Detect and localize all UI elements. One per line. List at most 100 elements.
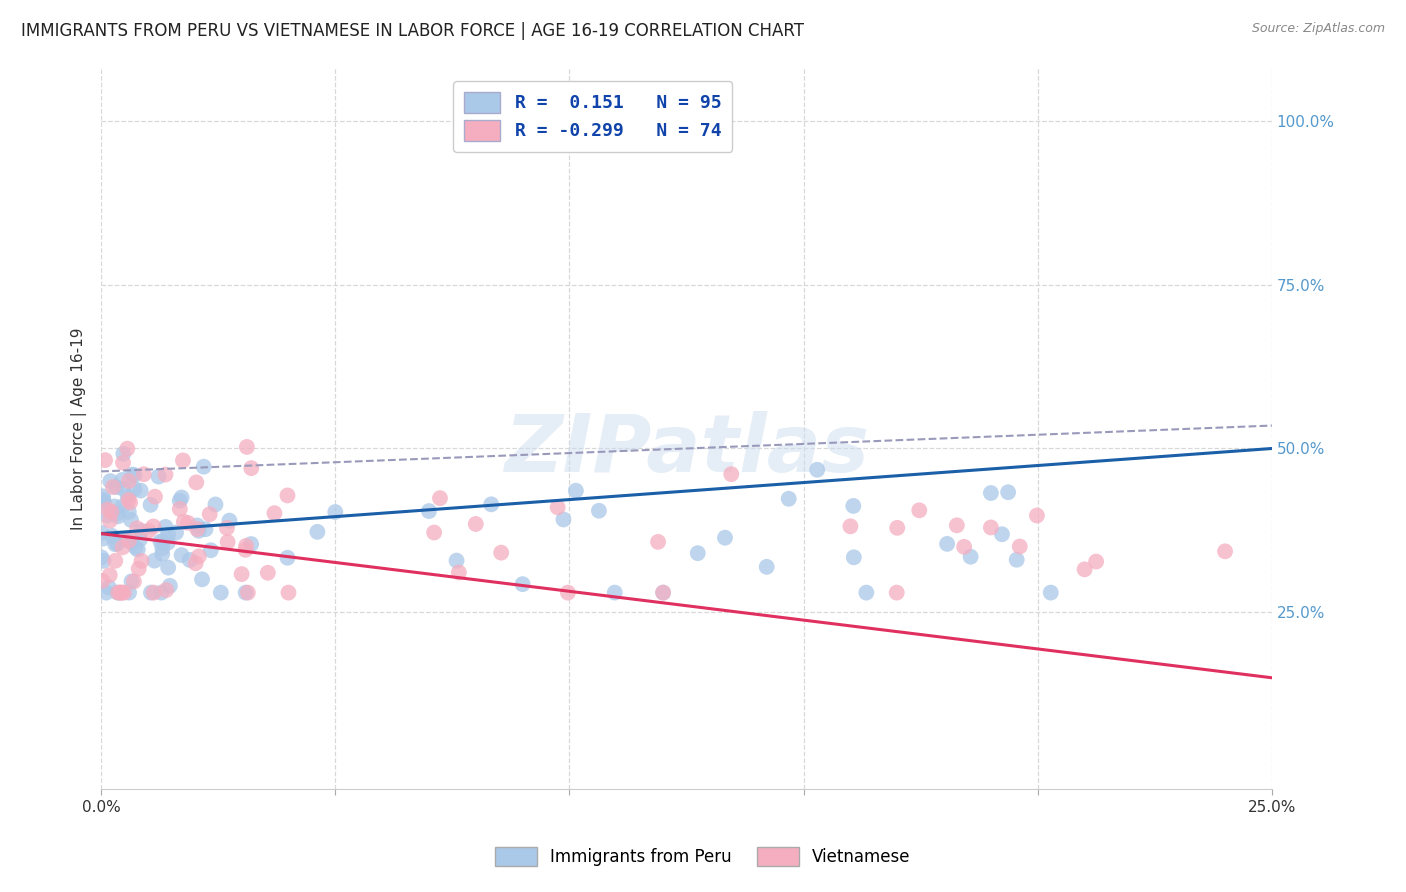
Point xyxy=(236,585,259,599)
Point xyxy=(307,524,329,539)
Point xyxy=(91,532,114,546)
Point xyxy=(111,541,134,555)
Point xyxy=(193,459,215,474)
Point xyxy=(152,534,174,549)
Point xyxy=(157,527,180,541)
Point xyxy=(489,546,512,560)
Point xyxy=(150,541,173,556)
Point xyxy=(418,504,440,518)
Point xyxy=(200,543,222,558)
Point xyxy=(186,518,208,533)
Point xyxy=(806,463,828,477)
Point xyxy=(231,567,253,582)
Point xyxy=(209,585,232,599)
Point xyxy=(1039,585,1062,599)
Point xyxy=(170,548,193,562)
Point xyxy=(173,515,195,529)
Point xyxy=(755,559,778,574)
Point xyxy=(118,505,141,519)
Point xyxy=(94,453,117,467)
Y-axis label: In Labor Force | Age 16-19: In Labor Force | Age 16-19 xyxy=(72,327,87,530)
Legend: R =  0.151   N = 95, R = -0.299   N = 74: R = 0.151 N = 95, R = -0.299 N = 74 xyxy=(453,81,733,152)
Point xyxy=(121,467,143,482)
Point xyxy=(553,512,575,526)
Point xyxy=(1085,555,1108,569)
Point xyxy=(93,554,115,568)
Point xyxy=(187,549,209,564)
Point xyxy=(184,556,207,570)
Point xyxy=(120,535,142,549)
Point xyxy=(217,535,239,549)
Point xyxy=(127,542,149,557)
Point xyxy=(218,514,240,528)
Point xyxy=(165,525,187,540)
Point xyxy=(98,568,121,582)
Point xyxy=(186,522,208,536)
Point xyxy=(187,524,209,538)
Point xyxy=(177,516,200,530)
Point xyxy=(720,467,742,482)
Point xyxy=(101,529,124,543)
Point xyxy=(96,508,118,523)
Point xyxy=(93,495,115,509)
Text: ZIPatlas: ZIPatlas xyxy=(503,411,869,490)
Point xyxy=(908,503,931,517)
Point xyxy=(91,492,114,507)
Point xyxy=(131,554,153,568)
Point xyxy=(652,585,675,599)
Point xyxy=(124,482,146,496)
Point xyxy=(98,514,121,528)
Legend: Immigrants from Peru, Vietnamese: Immigrants from Peru, Vietnamese xyxy=(486,838,920,875)
Point xyxy=(112,447,135,461)
Point xyxy=(111,500,134,514)
Point xyxy=(118,585,141,599)
Point xyxy=(111,473,134,487)
Point xyxy=(122,574,145,589)
Point xyxy=(686,546,709,560)
Point xyxy=(138,524,160,538)
Text: IMMIGRANTS FROM PERU VS VIETNAMESE IN LABOR FORCE | AGE 16-19 CORRELATION CHART: IMMIGRANTS FROM PERU VS VIETNAMESE IN LA… xyxy=(21,22,804,40)
Point xyxy=(129,533,152,547)
Point xyxy=(276,550,298,565)
Point xyxy=(155,583,177,598)
Point xyxy=(186,475,208,490)
Point xyxy=(179,553,201,567)
Point xyxy=(97,581,120,595)
Point xyxy=(155,520,177,534)
Point xyxy=(90,525,112,540)
Point xyxy=(277,585,299,599)
Point xyxy=(997,485,1019,500)
Point xyxy=(110,585,132,599)
Point xyxy=(107,509,129,524)
Point xyxy=(855,585,877,599)
Point xyxy=(100,505,122,519)
Point xyxy=(235,539,257,553)
Point xyxy=(149,534,172,549)
Point xyxy=(980,486,1002,500)
Point xyxy=(91,574,114,588)
Point xyxy=(142,585,165,599)
Point xyxy=(103,500,125,514)
Point xyxy=(127,521,149,535)
Point xyxy=(778,491,800,506)
Point xyxy=(118,474,141,488)
Point xyxy=(112,482,135,496)
Point xyxy=(1025,508,1047,523)
Point xyxy=(169,502,191,516)
Point xyxy=(204,498,226,512)
Point xyxy=(447,566,470,580)
Point xyxy=(565,483,588,498)
Point xyxy=(235,542,257,557)
Point xyxy=(150,547,173,561)
Point xyxy=(117,490,139,504)
Text: Source: ZipAtlas.com: Source: ZipAtlas.com xyxy=(1251,22,1385,36)
Point xyxy=(946,518,969,533)
Point xyxy=(111,585,134,599)
Point xyxy=(148,469,170,483)
Point xyxy=(479,497,502,511)
Point xyxy=(170,491,193,505)
Point xyxy=(446,553,468,567)
Point xyxy=(1008,540,1031,554)
Point xyxy=(547,500,569,515)
Point xyxy=(129,483,152,498)
